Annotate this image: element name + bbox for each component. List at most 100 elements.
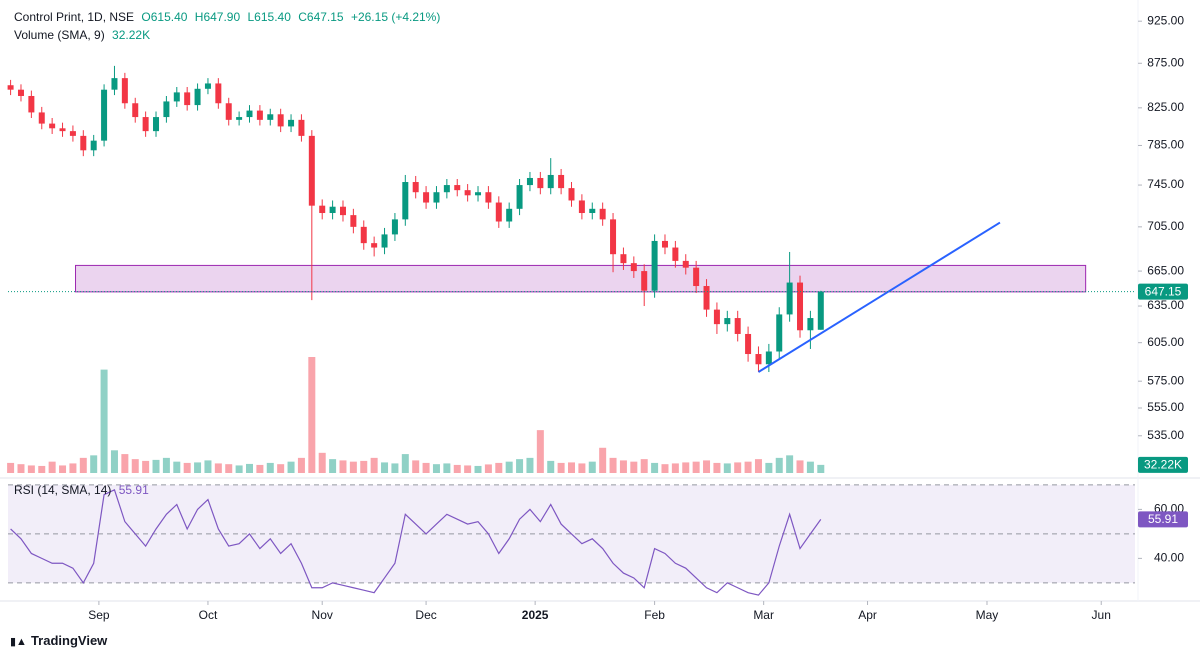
candle-body (578, 200, 585, 214)
volume-bar (381, 462, 389, 473)
volume-bar (464, 465, 472, 473)
x-tick-label: Dec (415, 608, 436, 622)
candle-body (28, 95, 35, 113)
candle-body (599, 208, 606, 220)
volume-bar (152, 459, 160, 473)
candle-body (526, 177, 533, 186)
volume-bar (609, 457, 617, 473)
rsi-tag (1138, 511, 1188, 528)
volume-bar (318, 452, 326, 473)
candle-body (423, 192, 430, 203)
candle-body (59, 128, 66, 132)
volume-bar (308, 357, 316, 473)
volume-bar (671, 463, 679, 473)
volume-bar (516, 459, 524, 473)
candle-body (693, 267, 700, 287)
volume-bar (723, 463, 731, 473)
last-price-label: 647.15 (1145, 284, 1182, 298)
volume-bar (339, 460, 347, 473)
candle-body (786, 282, 793, 315)
volume-bar (183, 462, 191, 473)
volume-bar (7, 462, 15, 473)
candle-body (589, 208, 596, 214)
volume-bar (194, 462, 202, 473)
candle-body (547, 174, 554, 189)
x-tick-label: Oct (199, 608, 218, 622)
volume-bar (599, 447, 607, 473)
candle-body (236, 117, 243, 120)
volume-bar (100, 369, 108, 473)
candle-body (495, 202, 502, 222)
volume-bar (786, 455, 794, 473)
volume-bar (692, 461, 700, 473)
x-tick-label: 2025 (522, 608, 549, 622)
candle-body (329, 206, 336, 214)
volume-bar (266, 462, 274, 473)
volume-bar (162, 457, 170, 473)
volume-bar (142, 460, 150, 473)
volume-bar (661, 464, 669, 473)
volume-bar (110, 450, 118, 473)
volume-bar (578, 463, 586, 473)
y-tick-label: 575.00 (1147, 373, 1184, 387)
candle-body (745, 333, 752, 355)
candle-body (630, 263, 637, 272)
volume-bar (422, 462, 430, 473)
volume-bar (453, 464, 461, 473)
volume-bar (640, 459, 648, 473)
volume-bar (806, 461, 814, 473)
candle-body (402, 182, 409, 220)
candle-body (755, 354, 762, 365)
volume-bar (754, 459, 762, 473)
candle-body (204, 83, 211, 89)
candle-body (682, 260, 689, 268)
rsi-y-tick-label: 40.00 (1154, 551, 1184, 565)
volume-bar (412, 460, 420, 473)
open-value: O615.40 (141, 10, 188, 24)
candle-body (173, 92, 180, 102)
candle-body (433, 192, 440, 203)
candle-body (610, 219, 617, 255)
volume-bar (256, 464, 264, 473)
y-tick-label: 535.00 (1147, 428, 1184, 442)
candle-body (506, 208, 513, 222)
candle-body (558, 174, 565, 189)
volume-bar (131, 459, 139, 473)
volume-bar (277, 464, 285, 473)
change-value: +26.15 (+4.21%) (350, 10, 441, 24)
volume-bar (484, 464, 492, 473)
candle-body (734, 318, 741, 334)
candle-body (308, 135, 315, 206)
volume-bar (297, 457, 305, 473)
candle-body (475, 192, 482, 196)
candle-body (184, 92, 191, 106)
volume-bar (817, 464, 825, 473)
candle-body (412, 182, 419, 193)
volume-bar (391, 463, 399, 473)
volume-bar (547, 460, 555, 473)
candle-body (454, 185, 461, 191)
volume-bar (682, 462, 690, 473)
candle-body (620, 254, 627, 264)
candle-body (516, 185, 523, 209)
volume-bar (121, 454, 129, 473)
volume-bar (246, 463, 253, 473)
candle-body (568, 188, 575, 201)
volume-bar (796, 460, 804, 473)
volume-bar (214, 463, 222, 473)
candle-body (298, 119, 305, 136)
trend-line (757, 221, 1001, 373)
candle-body (443, 185, 450, 193)
candle-body (360, 226, 367, 244)
rsi-name: RSI (14, SMA, 14) (14, 483, 112, 497)
volume-bar (588, 461, 596, 473)
volume-bar (630, 461, 638, 473)
symbol-legend: Control Print, 1D, NSE O615.40 H647.90 L… (14, 10, 444, 24)
x-tick-label: May (976, 608, 999, 622)
candle-body (765, 351, 772, 365)
volume-bar (204, 460, 212, 473)
volume-bar (568, 462, 575, 473)
volume-tag (1138, 456, 1188, 473)
candle-body (142, 117, 149, 132)
